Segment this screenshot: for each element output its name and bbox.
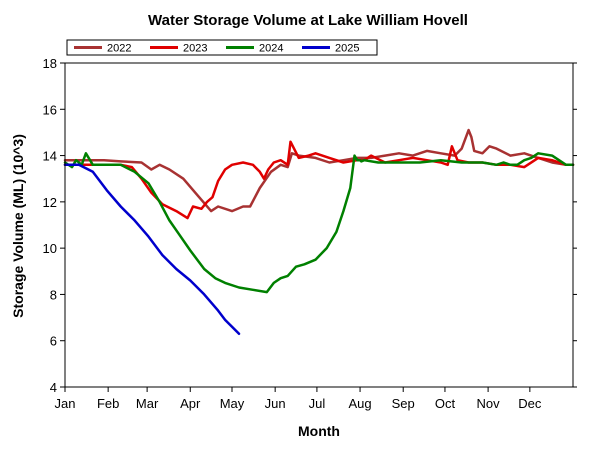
y-tick-label: 8 <box>50 287 57 302</box>
x-tick-label: Jan <box>55 396 76 411</box>
series-line-2023 <box>63 140 575 220</box>
series-line-2025 <box>63 163 241 336</box>
series-line-2024 <box>63 152 575 294</box>
x-tick-label: Aug <box>348 396 371 411</box>
legend: 2022 2023 2024 2025 <box>66 39 378 56</box>
series-line-2022 <box>63 128 575 213</box>
y-tick-label: 4 <box>50 380 57 395</box>
legend-box <box>66 39 378 56</box>
y-tick-label: 10 <box>43 241 57 256</box>
series-group <box>63 128 575 336</box>
x-axis-title: Month <box>298 423 340 439</box>
x-tick-label: Feb <box>97 396 119 411</box>
legend-label-2024: 2024 <box>259 43 283 55</box>
y-axis: 4 6 8 10 12 14 16 18 <box>43 56 577 395</box>
x-tick-label: Sep <box>392 396 415 411</box>
y-axis-title: Storage Volume (ML) (10^3) <box>10 134 26 318</box>
y-tick-label: 12 <box>43 195 57 210</box>
legend-label-2022: 2022 <box>107 43 131 55</box>
legend-label-2025: 2025 <box>335 43 359 55</box>
y-tick-label: 14 <box>43 149 57 164</box>
legend-label-2023: 2023 <box>183 43 207 55</box>
y-tick-label: 6 <box>50 334 57 349</box>
x-tick-label: Oct <box>435 396 456 411</box>
y-tick-label: 18 <box>43 56 57 71</box>
x-tick-label: Dec <box>518 396 542 411</box>
x-tick-label: Jul <box>309 396 326 411</box>
x-tick-label: May <box>220 396 245 411</box>
x-axis: Jan Feb Mar Apr May Jun Jul Aug Sep Oct Nov Dec <box>55 387 542 411</box>
plot-frame <box>64 62 574 388</box>
x-tick-label: Apr <box>180 396 201 411</box>
x-tick-label: Mar <box>136 396 159 411</box>
chart-title: Water Storage Volume at Lake William Hov… <box>148 12 468 29</box>
y-tick-label: 16 <box>43 102 57 117</box>
x-tick-label: Jun <box>265 396 286 411</box>
x-tick-label: Nov <box>477 396 501 411</box>
